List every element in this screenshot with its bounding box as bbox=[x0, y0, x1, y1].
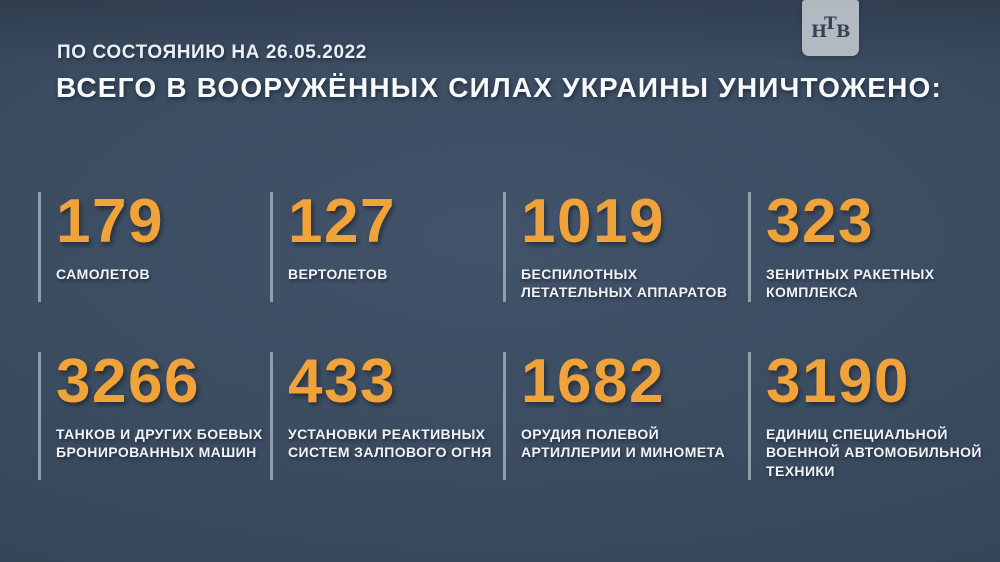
stat-block: 1019 БЕСПИЛОТНЫХ ЛЕТАТЕЛЬНЫХ АППАРАТОВ bbox=[503, 187, 748, 302]
stat-value: 3266 bbox=[56, 347, 200, 416]
logo-letter-n: Н bbox=[811, 22, 827, 42]
logo-letter-t: Т bbox=[824, 14, 837, 34]
stat-block: 127 ВЕРТОЛЕТОВ bbox=[270, 187, 503, 302]
stat-label: ВЕРТОЛЕТОВ bbox=[288, 265, 388, 282]
ntv-logo: Н Т В bbox=[802, 0, 859, 56]
logo-letter-v: В bbox=[836, 22, 850, 42]
stat-block: 323 ЗЕНИТНЫХ РАКЕТНЫХ КОМПЛЕКСА bbox=[748, 187, 990, 302]
stat-label: САМОЛЕТОВ bbox=[56, 265, 151, 282]
stat-label: БЕСПИЛОТНЫХ ЛЕТАТЕЛЬНЫХ АППАРАТОВ bbox=[521, 265, 728, 301]
stat-value: 1019 bbox=[521, 187, 665, 256]
stat-block: 433 УСТАНОВКИ РЕАКТИВНЫХ СИСТЕМ ЗАЛПОВОГО… bbox=[270, 347, 503, 481]
stat-value: 179 bbox=[56, 187, 164, 256]
stat-label: ЕДИНИЦ СПЕЦИАЛЬНОЙ ВОЕННОЙ АВТОМОБИЛЬНОЙ… bbox=[766, 425, 982, 479]
stat-label: УСТАНОВКИ РЕАКТИВНЫХ СИСТЕМ ЗАЛПОВОГО ОГ… bbox=[288, 425, 492, 461]
stat-value: 3190 bbox=[766, 347, 910, 416]
stat-block: 179 САМОЛЕТОВ bbox=[38, 187, 270, 302]
stat-block: 3266 ТАНКОВ И ДРУГИХ БОЕВЫХ БРОНИРОВАННЫХ… bbox=[38, 347, 270, 481]
title-accent: УНИЧТОЖЕНО: bbox=[718, 72, 943, 103]
stat-label: ОРУДИЯ ПОЛЕВОЙ АРТИЛЛЕРИИ И МИНОМЕТА bbox=[521, 425, 726, 461]
stat-block: 1682 ОРУДИЯ ПОЛЕВОЙ АРТИЛЛЕРИИ И МИНОМЕТА bbox=[503, 347, 748, 481]
stat-value: 323 bbox=[766, 187, 874, 256]
stat-value: 433 bbox=[288, 347, 396, 416]
stat-block: 3190 ЕДИНИЦ СПЕЦИАЛЬНОЙ ВОЕННОЙ АВТОМОБИЛ… bbox=[748, 347, 990, 481]
date-line: ПО СОСТОЯНИЮ НА 26.05.2022 bbox=[57, 42, 367, 63]
stat-value: 127 bbox=[288, 187, 396, 256]
stat-value: 1682 bbox=[521, 347, 665, 416]
page-title: ВСЕГО В ВООРУЖЁННЫХ СИЛАХ УКРАИНЫ УНИЧТОЖ… bbox=[56, 72, 942, 104]
ntv-logo-icon: Н Т В bbox=[811, 14, 850, 42]
title-main: ВСЕГО В ВООРУЖЁННЫХ СИЛАХ УКРАИНЫ bbox=[56, 72, 710, 103]
stat-label: ТАНКОВ И ДРУГИХ БОЕВЫХ БРОНИРОВАННЫХ МАШ… bbox=[56, 425, 263, 461]
stats-grid: 179 САМОЛЕТОВ 127 ВЕРТОЛЕТОВ 1019 БЕСПИЛОТНЫХ… bbox=[38, 187, 990, 481]
stat-label: ЗЕНИТНЫХ РАКЕТНЫХ КОМПЛЕКСА bbox=[766, 265, 935, 301]
